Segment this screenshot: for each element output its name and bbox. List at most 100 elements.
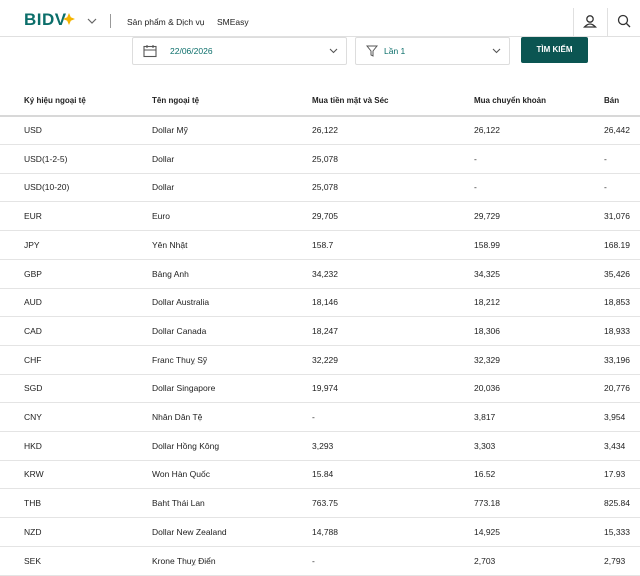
search-icon[interactable]	[617, 14, 631, 28]
table-cell: 168.19	[604, 239, 630, 250]
column-header: Tên ngoại tệ	[152, 96, 200, 105]
nav-link[interactable]: Sản phẩm & Dịch vụ	[127, 17, 205, 27]
table-cell: Dollar Mỹ	[152, 125, 188, 135]
table-cell: 18,212	[474, 297, 500, 308]
row-divider	[0, 431, 640, 432]
table-cell: -	[474, 182, 477, 193]
divider	[607, 8, 608, 36]
row-divider	[0, 459, 640, 461]
table-cell: 25,078	[312, 153, 338, 164]
session-select[interactable]: Lần 1	[355, 37, 510, 65]
table-cell: Dollar New Zealand	[152, 526, 227, 537]
table-cell: -	[604, 182, 607, 193]
table-cell: Dollar	[152, 153, 175, 164]
divider	[573, 8, 574, 36]
table-cell: Dollar Australia	[152, 297, 210, 308]
logo[interactable]: BIDV	[24, 10, 67, 29]
table-cell: Dollar Singapore	[152, 383, 216, 394]
table-cell: 34,325	[474, 268, 500, 279]
row-divider	[0, 488, 640, 490]
table-cell: Won Hàn Quốc	[152, 469, 210, 480]
table-cell: 15.84	[312, 469, 334, 480]
logo-chevron[interactable]	[87, 18, 97, 24]
column-header: Ký hiệu ngoại tệ	[24, 96, 86, 105]
table-cell: 3,817	[474, 412, 496, 422]
table-cell: 825.84	[604, 498, 630, 509]
table-cell: USD(1-2-5)	[24, 153, 68, 164]
row-divider	[0, 287, 640, 289]
table-cell: SGD	[24, 383, 43, 394]
table-cell: 16.52	[474, 469, 496, 480]
table-cell: -	[474, 153, 477, 164]
table-cell: 33,196	[604, 354, 630, 365]
table-cell: 18,933	[604, 325, 630, 336]
date-picker[interactable]: 22/06/2026	[132, 37, 347, 65]
table-cell: THB	[24, 498, 41, 509]
table-cell: Euro	[152, 211, 170, 222]
table-cell: 158.99	[474, 239, 500, 250]
row-divider	[0, 230, 640, 232]
table-cell: 20,036	[474, 383, 500, 394]
row-divider	[0, 144, 640, 145]
table-cell: Krone Thuỵ Điển	[152, 555, 216, 566]
table-cell: 34,232	[312, 268, 338, 279]
top-bar: BIDV Sản phẩm & Dịch vụ SMEasy	[0, 0, 640, 37]
table-cell: 20,776	[604, 383, 630, 394]
table-cell: 17.93	[604, 469, 626, 480]
table-cell: -	[312, 412, 315, 422]
chevron	[329, 48, 338, 54]
table-cell: 19,974	[312, 383, 338, 394]
table-cell: 3,954	[604, 412, 626, 422]
table-cell: 158.7	[312, 239, 334, 250]
table-cell: 26,442	[604, 125, 630, 135]
divider	[110, 14, 111, 28]
table-cell: -	[604, 153, 607, 164]
table-cell: 31,076	[604, 211, 630, 222]
table-cell: USD(10-20)	[24, 182, 70, 193]
row-divider	[0, 316, 640, 318]
table-cell: 18,306	[474, 325, 500, 336]
row-divider	[0, 517, 640, 519]
table-cell: CAD	[24, 325, 42, 336]
chevron	[492, 48, 501, 54]
row-divider	[0, 402, 640, 404]
table-cell: 15,333	[604, 526, 630, 537]
calendar-icon	[143, 45, 157, 58]
table-cell: 2,703	[474, 555, 496, 566]
table-cell: CHF	[24, 354, 42, 365]
table-cell: USD	[24, 125, 42, 135]
table-cell: AUD	[24, 297, 42, 308]
user-icon[interactable]	[583, 14, 597, 28]
table-cell: Franc Thuỵ Sỹ	[152, 354, 208, 365]
table-cell: 35,426	[604, 268, 630, 279]
table-cell: SEK	[24, 555, 42, 566]
table-cell: 763.75	[312, 498, 338, 509]
row-divider	[0, 344, 640, 346]
table-cell: KRW	[24, 469, 44, 480]
table-cell: 18,853	[604, 297, 630, 308]
nav-link[interactable]: SMEasy	[217, 17, 249, 27]
table-cell: Nhân Dân Tệ	[152, 412, 203, 422]
table-cell: 3,434	[604, 440, 626, 451]
table-cell: 26,122	[474, 125, 500, 135]
table-cell: 25,078	[312, 182, 338, 193]
row-divider	[0, 373, 640, 375]
table-cell: 29,729	[474, 211, 500, 222]
table-cell: 3,293	[312, 440, 334, 451]
table-cell: NZD	[24, 526, 42, 537]
table-cell: 773.18	[474, 498, 500, 509]
session-value: Lần 1	[384, 46, 406, 56]
column-header: Mua chuyển khoản	[474, 96, 547, 105]
table-cell: 18,247	[312, 325, 338, 336]
table-cell: Dollar Hồng Kông	[152, 440, 220, 451]
table-cell: JPY	[24, 239, 40, 250]
row-divider	[0, 172, 640, 174]
table-cell: GBP	[24, 268, 42, 279]
table-cell: 32,329	[474, 354, 500, 365]
table-cell: HKD	[24, 440, 42, 451]
search-button[interactable]: TÌM KIẾM	[521, 37, 588, 63]
table-cell: Bảng Anh	[152, 268, 189, 279]
table-cell: 18,146	[312, 297, 338, 308]
table-cell: Dollar Canada	[152, 325, 207, 336]
